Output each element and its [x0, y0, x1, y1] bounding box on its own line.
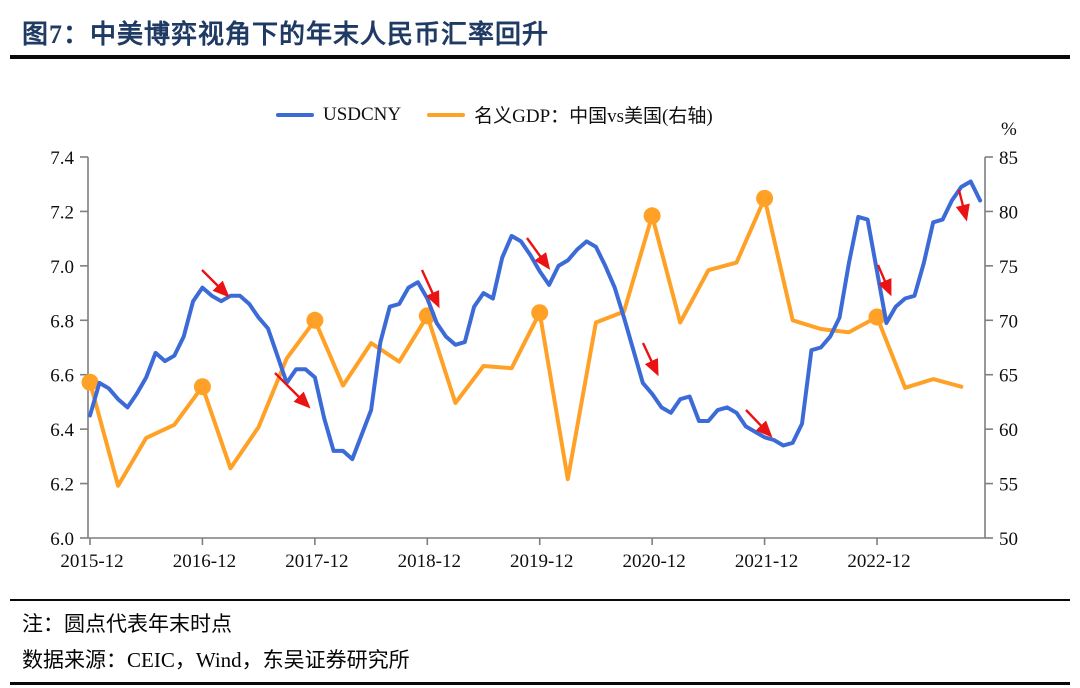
year-end-dot [193, 378, 211, 396]
red-arrow [876, 264, 892, 297]
year-end-dot [81, 373, 99, 391]
right-axis-tick-label: 60 [999, 420, 1018, 441]
legend-item-gdp-ratio: 名义GDP：中国vs美国(右轴) [427, 101, 713, 128]
x-axis-tick-label: 2018-12 [398, 551, 461, 572]
right-axis-tick-label: 70 [999, 311, 1018, 332]
year-end-dot [306, 311, 324, 329]
title-divider [10, 55, 1070, 59]
red-arrow [201, 269, 230, 298]
right-axis-tick-label: 50 [999, 529, 1018, 550]
legend-item-usdcny: USDCNY [276, 104, 401, 126]
left-axis-tick-label: 6.4 [50, 420, 74, 441]
x-axis-tick-label: 2017-12 [285, 551, 348, 572]
data-source: 数据来源：CEIC，Wind，东吴证券研究所 [22, 648, 410, 672]
x-axis-tick-label: 2020-12 [622, 551, 685, 572]
left-axis-tick-label: 6.8 [50, 311, 74, 332]
left-axis-tick-label: 7.4 [50, 148, 74, 169]
legend-label-usdcny: USDCNY [323, 103, 402, 125]
red-arrow [745, 409, 773, 438]
red-arrow [274, 372, 311, 409]
chart-title: 图7：中美博弈视角下的年末人民币汇率回升 [22, 20, 550, 49]
left-axis-tick-label: 7.2 [50, 202, 74, 223]
right-axis-tick-label: 55 [999, 475, 1018, 496]
gdp-ratio-line [88, 196, 964, 488]
left-axis-tick-label: 6.0 [50, 529, 74, 550]
x-axis-tick-label: 2021-12 [735, 551, 798, 572]
legend-label-gdp-ratio: 名义GDP：中国vs美国(右轴) [474, 106, 713, 127]
red-arrow [420, 269, 440, 309]
chart-canvas: 7.4 7.2 7.0 6.8 6.6 6.4 6.2 6.0 85 80 75 70 65 60 55 50… [50, 119, 1018, 572]
left-axis-tick-label: 6.2 [50, 475, 74, 496]
x-axis-tick-label: 2015-12 [60, 551, 123, 572]
year-end-dot [531, 304, 549, 322]
chart-legend: USDCNY 名义GDP：中国vs美国(右轴) [276, 101, 713, 128]
year-end-dot [756, 189, 774, 207]
year-end-dot [643, 207, 661, 225]
right-axis-tick-label: 85 [999, 148, 1018, 169]
left-axis-tick-label: 6.6 [50, 366, 74, 387]
red-arrow [955, 189, 970, 222]
red-arrow [641, 342, 659, 377]
x-axis-tick-label: 2016-12 [173, 551, 236, 572]
left-axis-tick-label: 7.0 [50, 257, 74, 278]
notes-divider [10, 599, 1070, 601]
legend-line-blue-icon [276, 112, 314, 117]
x-axis-tick-label: 2019-12 [510, 551, 573, 572]
right-axis-tick-label: 75 [999, 257, 1018, 278]
year-end-dot [868, 308, 886, 326]
chart-note: 注：圆点代表年末时点 [22, 612, 232, 636]
legend-line-orange-icon [427, 112, 466, 117]
red-arrow [526, 237, 551, 270]
right-axis-tick-label: 80 [999, 202, 1018, 223]
right-axis-tick-label: 65 [999, 366, 1018, 387]
right-axis-unit: % [1001, 119, 1017, 140]
x-axis-tick-label: 2022-12 [847, 551, 910, 572]
bottom-divider [10, 682, 1070, 685]
